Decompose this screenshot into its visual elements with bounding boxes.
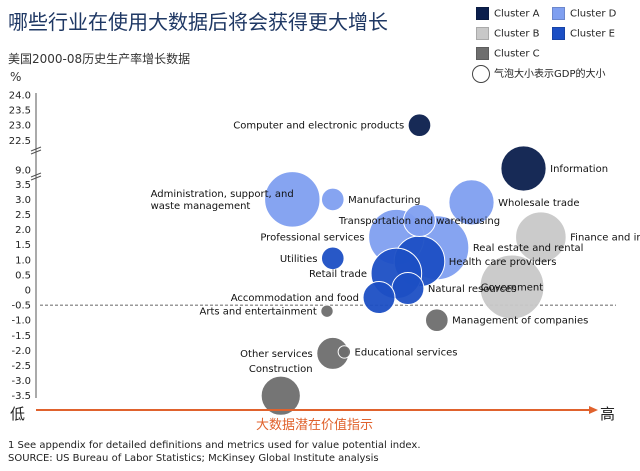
bubble-point: [391, 271, 425, 305]
legend-size-label: 气泡大小表示GDP的大小: [494, 69, 606, 80]
legend-label: Cluster A: [494, 8, 540, 20]
axis-break-mark: [30, 146, 42, 152]
point-label: Real estate and rental: [473, 243, 584, 254]
bubble-point: [479, 254, 545, 320]
legend-item-cluster-b: Cluster B: [476, 27, 540, 40]
legend-swatch: [476, 7, 489, 20]
y-tick-label: 1.5: [15, 240, 31, 251]
legend-label: Cluster D: [570, 8, 617, 20]
legend-swatch: [476, 27, 489, 40]
chart-title: 哪些行业在使用大数据后将会获得更大增长: [8, 10, 388, 34]
bubble-point: [260, 375, 301, 416]
bubble-point: [320, 304, 334, 318]
point-label: Finance and insurance: [570, 233, 640, 244]
bubble-point: [320, 246, 345, 271]
y-tick-label: 24.0: [9, 91, 31, 102]
y-tick-label: 2.0: [15, 225, 31, 236]
bubble-point: [402, 204, 436, 238]
y-tick-label: 9.0: [15, 166, 31, 177]
legend-swatch: [552, 27, 565, 40]
legend-item-cluster-d: Cluster D: [552, 7, 616, 20]
y-tick-label: -0.5: [11, 301, 31, 312]
point-label: Manufacturing: [348, 195, 420, 206]
y-unit-label: %: [10, 70, 22, 84]
y-tick-label: 2.5: [15, 210, 31, 221]
point-label: Educational services: [355, 347, 458, 358]
y-tick-label: -1.0: [11, 316, 31, 327]
y-tick-label: 3.5: [15, 180, 31, 191]
legend-label: Cluster E: [570, 28, 615, 40]
y-tick-label: 23.5: [9, 106, 31, 117]
bubble-point: [515, 211, 567, 263]
point-label: Arts and entertainment: [200, 307, 317, 318]
axis-break-mark: [30, 175, 42, 181]
y-tick-label: -3.5: [11, 391, 31, 402]
legend-item-cluster-c: Cluster C: [476, 47, 540, 60]
point-label: Wholesale trade: [498, 198, 579, 209]
legend-label: Cluster B: [494, 28, 540, 40]
legend-label: Cluster C: [494, 48, 540, 60]
bubble-size-icon: [472, 65, 490, 83]
source-note: SOURCE: US Bureau of Labor Statistics; M…: [8, 453, 379, 464]
legend-swatch: [552, 7, 565, 20]
legend-item-cluster-e: Cluster E: [552, 27, 615, 40]
bubble-point: [337, 345, 352, 359]
point-label: Government: [481, 282, 543, 293]
point-label: Health care providers: [449, 257, 557, 268]
x-axis-arrowhead: [589, 406, 598, 414]
legend-swatch: [476, 47, 489, 60]
point-label: Accommodation and food: [231, 293, 359, 304]
y-tick-label: 3.0: [15, 195, 31, 206]
legend-size-note: 气泡大小表示GDP的大小: [472, 65, 605, 83]
bubble-point: [264, 171, 321, 228]
y-tick-label: -2.5: [11, 361, 31, 372]
y-tick-label: 0: [25, 286, 31, 297]
point-label: Information: [550, 164, 608, 175]
legend-item-cluster-a: Cluster A: [476, 7, 540, 20]
y-tick-label: -1.5: [11, 331, 31, 342]
legend: Cluster A Cluster D Cluster B Cluster E …: [470, 4, 636, 84]
y-tick-label: 22.5: [9, 136, 31, 147]
point-label: Computer and electronic products: [233, 121, 404, 132]
chart-subtitle: 美国2000-08历史生产率增长数据: [8, 52, 191, 66]
footnote: 1 See appendix for detailed definitions …: [8, 440, 421, 451]
x-axis-title: 大数据潜在价值指示: [256, 418, 374, 433]
point-label: Other services: [240, 349, 313, 360]
y-tick-label: 1.0: [15, 255, 31, 266]
axis-break-mark: [30, 172, 42, 178]
y-tick-label: -2.0: [11, 346, 31, 357]
bubble-point: [320, 187, 345, 212]
point-label: Utilities: [280, 254, 318, 265]
y-tick-label: -3.0: [11, 376, 31, 387]
x-axis-high-label: 高: [600, 405, 616, 423]
axis-break-mark: [30, 149, 42, 155]
point-label: Administration, support, and waste manage…: [151, 189, 294, 212]
point-label: Natural resources: [428, 284, 517, 295]
y-tick-label: 23.0: [9, 121, 31, 132]
bubble-point: [500, 145, 547, 192]
bubble-point: [362, 281, 396, 315]
bubble-point: [448, 179, 495, 226]
point-label: Management of companies: [452, 316, 588, 327]
bubble-point: [407, 113, 432, 138]
bubble-point: [425, 308, 449, 333]
point-label: Transportation and warehousing: [338, 216, 500, 227]
x-axis-low-label: 低: [10, 405, 26, 423]
point-label: Retail trade: [309, 269, 367, 280]
y-tick-label: 0.5: [15, 270, 31, 281]
point-label: Construction: [249, 364, 313, 375]
point-label: Professional services: [260, 233, 364, 244]
